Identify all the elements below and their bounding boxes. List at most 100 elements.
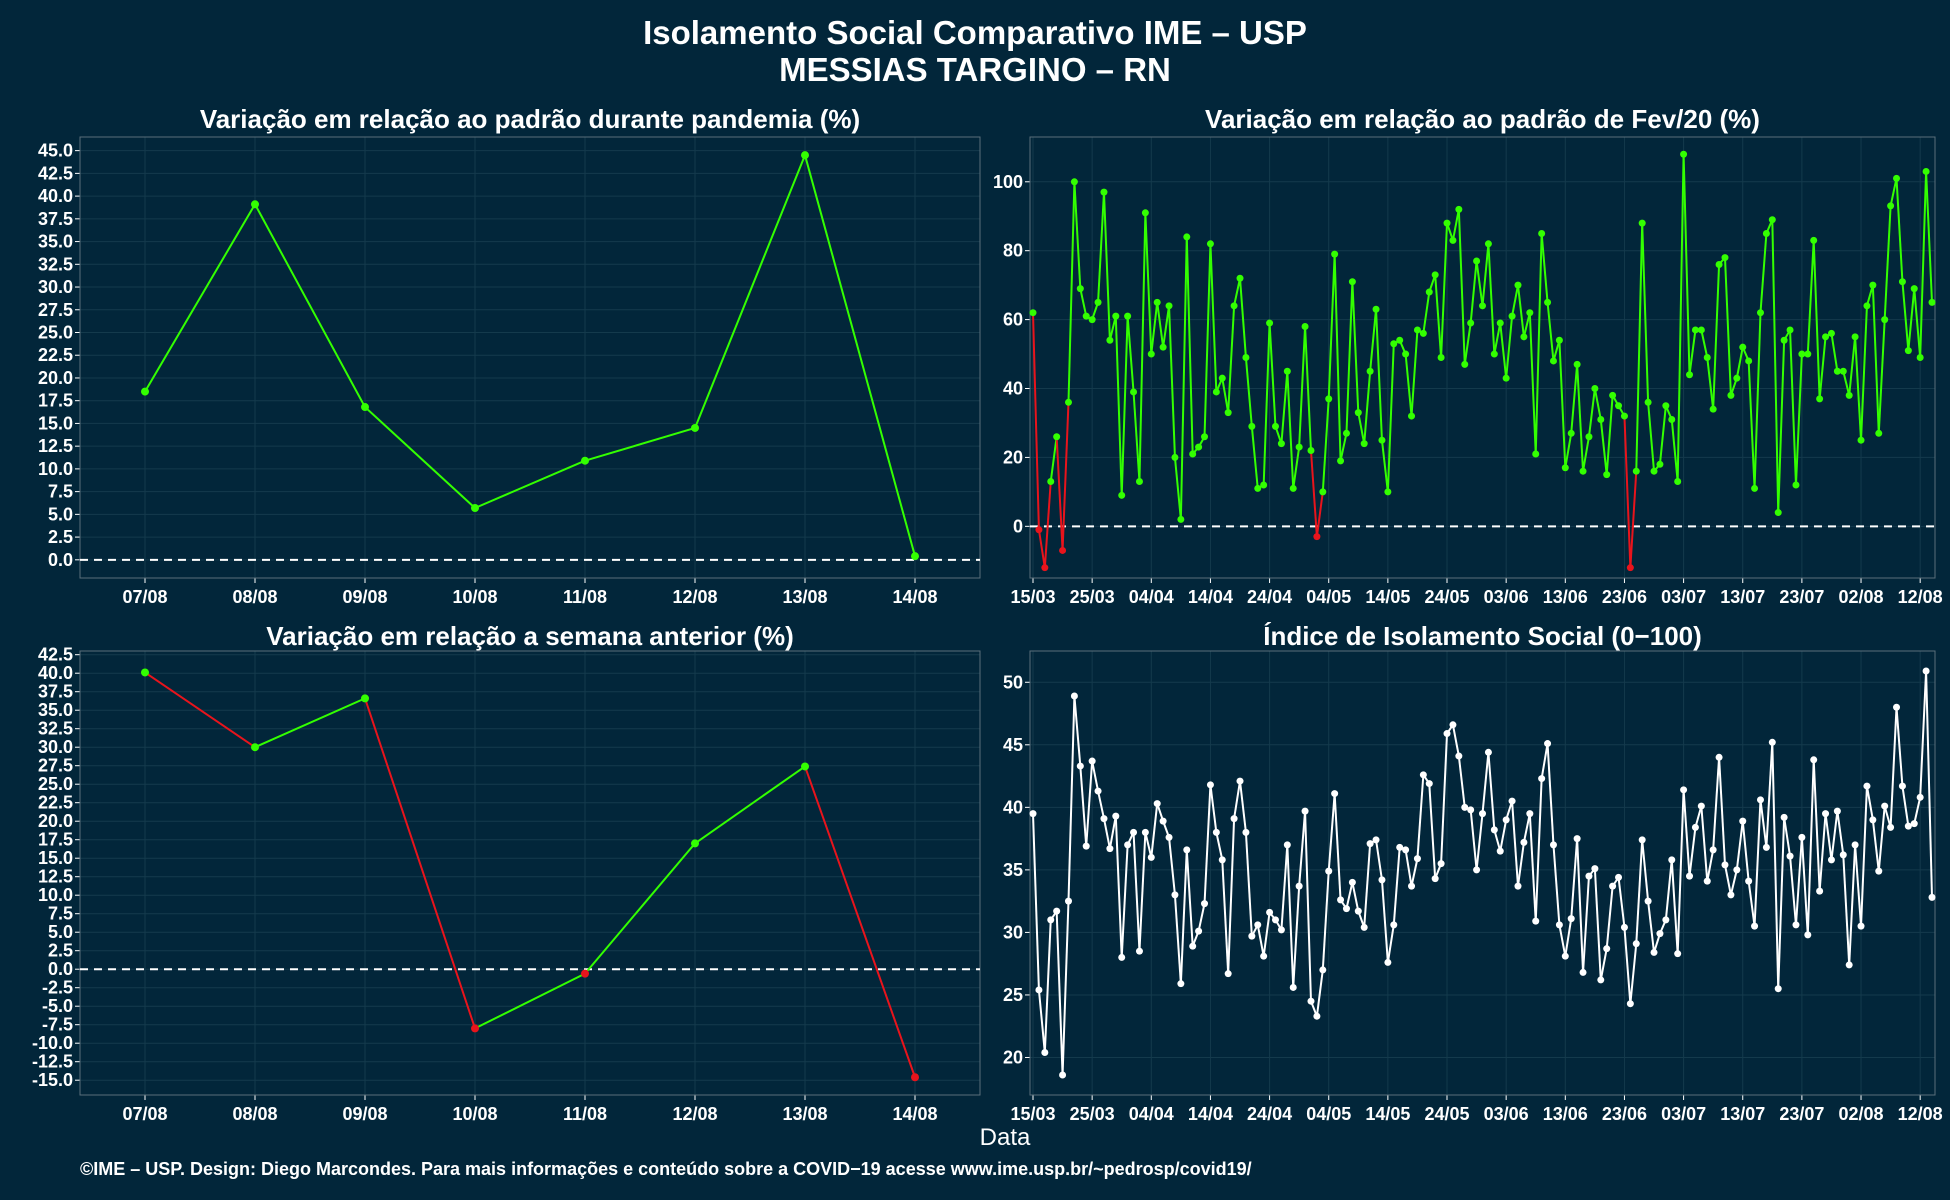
- data-point: [1881, 802, 1889, 810]
- data-point: [1839, 851, 1847, 859]
- data-point: [1130, 388, 1138, 396]
- series-segment: [1221, 378, 1230, 413]
- x-tick-label: 10/08: [452, 1104, 497, 1124]
- series-segment: [1706, 849, 1715, 882]
- data-point: [1425, 780, 1433, 788]
- data-point: [1709, 405, 1717, 413]
- data-point: [1064, 897, 1072, 905]
- series-segment: [364, 698, 476, 1029]
- series-segment: [1688, 827, 1697, 877]
- data-point: [1082, 842, 1090, 850]
- series-segment: [1818, 813, 1827, 892]
- x-tick-label: 12/08: [1898, 587, 1943, 607]
- series-segment: [1179, 236, 1188, 520]
- x-tick-label: 24/05: [1424, 1104, 1469, 1124]
- series-segment: [1623, 416, 1632, 568]
- data-point: [1295, 882, 1303, 890]
- chart-subtitle: MESSIAS TARGINO – RN: [779, 51, 1171, 88]
- series-segment: [1522, 312, 1531, 338]
- series-segment: [1404, 353, 1413, 417]
- series-segment: [1262, 912, 1271, 957]
- x-tick-label: 11/08: [563, 587, 607, 607]
- data-point: [1437, 860, 1445, 868]
- series-segment: [1558, 924, 1567, 957]
- series-segment: [1599, 948, 1608, 981]
- data-point: [1461, 360, 1469, 368]
- data-point: [1094, 787, 1102, 795]
- x-tick-label: 12/08: [672, 1104, 717, 1124]
- data-point: [1798, 350, 1806, 358]
- series-segment: [1233, 278, 1241, 307]
- series-segment: [1564, 433, 1573, 468]
- data-point: [1626, 564, 1634, 572]
- y-tick-label: 42.5: [38, 645, 73, 665]
- series-segment: [1877, 319, 1886, 434]
- series-segment: [1587, 388, 1596, 437]
- y-tick-label: 0: [1013, 516, 1023, 536]
- data-point: [1928, 298, 1936, 306]
- x-tick-label: 03/07: [1661, 587, 1706, 607]
- series-segment: [1168, 837, 1176, 895]
- series-segment: [1865, 284, 1874, 307]
- data-point: [1431, 271, 1439, 279]
- data-point: [1916, 354, 1924, 361]
- data-point: [1153, 298, 1161, 306]
- data-point: [1780, 336, 1788, 344]
- data-point: [1271, 422, 1279, 430]
- series-segment: [1280, 844, 1289, 930]
- series-segment: [1794, 354, 1803, 486]
- series-segment: [1582, 436, 1590, 472]
- y-tick-label: 27.5: [38, 300, 73, 320]
- data-point: [1496, 319, 1504, 327]
- series-segment: [1197, 903, 1206, 932]
- series-segment: [1718, 757, 1726, 865]
- data-point: [1337, 457, 1345, 465]
- data-point: [1727, 391, 1735, 399]
- x-tick-label: 10/08: [452, 587, 497, 607]
- y-tick-label: 50: [1003, 672, 1023, 692]
- data-point: [1331, 790, 1339, 798]
- data-point: [1088, 757, 1096, 765]
- y-tick-label: 2.5: [48, 527, 73, 547]
- data-point: [1863, 782, 1871, 790]
- x-tick-label: 03/06: [1484, 587, 1529, 607]
- series-segment: [1085, 760, 1094, 847]
- y-tick-label: 100: [993, 172, 1023, 192]
- series-segment: [1315, 969, 1324, 1017]
- y-tick-label: 12.5: [38, 867, 73, 887]
- series-segment: [1516, 842, 1525, 887]
- data-point: [1632, 940, 1640, 948]
- data-point: [1650, 948, 1658, 956]
- data-point: [1094, 298, 1102, 306]
- data-point: [1644, 897, 1652, 905]
- y-tick-label: 0.0: [48, 959, 73, 979]
- y-tick-label: 17.5: [38, 391, 73, 411]
- data-point: [1248, 932, 1256, 940]
- series-segment: [1428, 783, 1437, 879]
- data-point: [1378, 876, 1386, 884]
- data-point: [1709, 846, 1717, 854]
- series-segment: [1889, 178, 1898, 207]
- data-point: [1520, 838, 1528, 846]
- data-point: [1544, 298, 1552, 306]
- series-segment: [1641, 839, 1650, 902]
- data-point: [1443, 219, 1451, 227]
- series-segment: [1860, 786, 1868, 927]
- x-tick-label: 04/04: [1129, 587, 1174, 607]
- data-point: [1348, 878, 1356, 886]
- panel-border: [1029, 136, 1936, 579]
- data-point: [1916, 793, 1924, 801]
- data-point: [1668, 416, 1676, 424]
- series-segment: [1120, 316, 1129, 496]
- series-segment: [1534, 778, 1543, 922]
- data-point: [1845, 391, 1853, 399]
- series-segment: [1144, 212, 1153, 355]
- data-point: [1555, 921, 1563, 929]
- series-segment: [1215, 832, 1224, 861]
- x-tick-label: 24/04: [1247, 1104, 1292, 1124]
- data-point: [1585, 872, 1593, 880]
- panel-pandemia: Variação em relação ao padrão durante pa…: [38, 104, 981, 607]
- series-segment: [1812, 759, 1821, 892]
- series-segment: [1037, 989, 1046, 1053]
- data-point: [1715, 753, 1723, 761]
